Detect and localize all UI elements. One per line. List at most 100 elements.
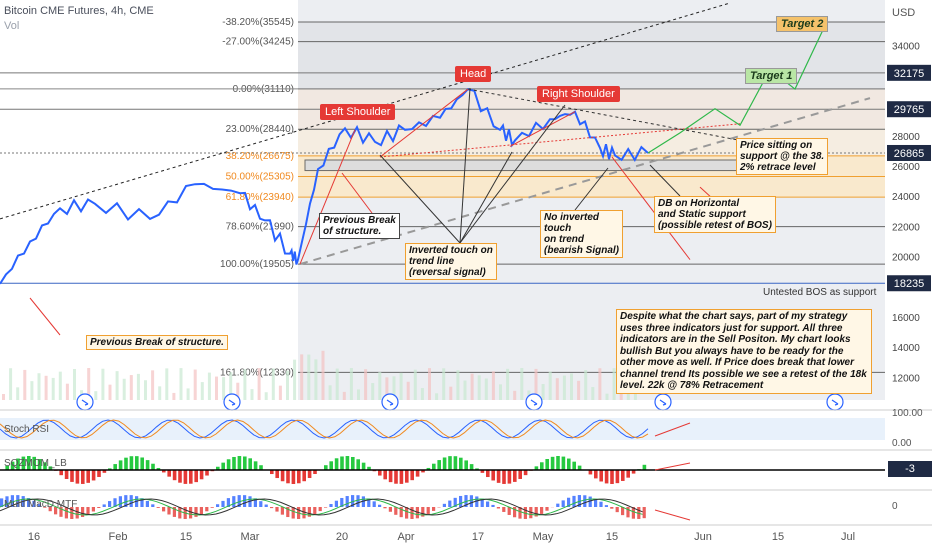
price-tick-label: 14000 xyxy=(892,343,920,354)
macd-bar xyxy=(334,500,338,507)
volume-bar xyxy=(357,389,360,400)
sqzmom-bar xyxy=(243,456,247,470)
annotation-line: (reversal signal) xyxy=(409,267,486,278)
sqzmom-bar xyxy=(442,457,447,470)
macd-bar xyxy=(151,504,155,507)
sqzmom-bar xyxy=(588,470,593,475)
volume-bar xyxy=(179,368,183,400)
macd-bar xyxy=(129,495,133,507)
sqzmom-bar xyxy=(199,470,204,480)
macd-bar xyxy=(448,500,452,507)
annotation-no-inverted: No inverted touch on trend (bearish Sign… xyxy=(540,210,624,258)
sqzmom-bar xyxy=(513,470,517,482)
volume-bar xyxy=(30,381,34,400)
sqzmom-bar xyxy=(480,470,485,473)
price-tag-bg xyxy=(887,101,931,118)
macd-bar xyxy=(534,507,538,517)
sqzmom-bar xyxy=(194,470,198,483)
volume-bar xyxy=(491,371,495,400)
chart-legend: Bitcoin CME Futures, 4h, CME Vol xyxy=(4,4,154,34)
macd-bar xyxy=(270,507,274,509)
sqzmom-bar xyxy=(545,458,549,470)
sqzmom-bar xyxy=(43,462,47,470)
macd-bar xyxy=(108,501,112,507)
volume-bar xyxy=(477,375,481,400)
sqzmom-bar xyxy=(604,470,609,484)
x-tick-label: 15 xyxy=(772,531,784,543)
macd-bar xyxy=(540,507,544,514)
volume-bar xyxy=(58,371,62,400)
volume-bar xyxy=(37,373,41,400)
sqzmom-bar xyxy=(172,470,177,481)
sqzmom-bar xyxy=(280,470,285,482)
macd-bar xyxy=(572,495,576,507)
macd-bar xyxy=(226,498,230,507)
macd-bar xyxy=(54,507,58,515)
macd-bar xyxy=(356,495,360,507)
volume-bar xyxy=(129,375,133,400)
volume-bar xyxy=(548,371,552,400)
macd-bar xyxy=(102,504,106,507)
volume-bar xyxy=(158,386,162,400)
volume-bar xyxy=(271,368,275,400)
volume-bar xyxy=(136,373,140,400)
volume-bar xyxy=(115,371,119,400)
volume-bar xyxy=(577,380,581,400)
macd-bar xyxy=(513,507,517,518)
macd-bar xyxy=(318,507,322,512)
annotation-line: support @ the 38. xyxy=(740,151,825,162)
volume-bar xyxy=(172,392,176,400)
sqzmom-bar xyxy=(70,470,74,482)
macd-bar xyxy=(486,501,490,507)
sqzmom-bar xyxy=(324,465,328,470)
macd-bar xyxy=(599,501,603,507)
macd-bar xyxy=(91,507,95,512)
macd-bar xyxy=(459,495,463,507)
bullish-projection-line xyxy=(647,25,826,154)
sqzmom-bar xyxy=(86,470,90,483)
sqzmom-bar xyxy=(91,470,96,481)
sqzmom-bar xyxy=(48,466,53,470)
sqzmom-bar xyxy=(5,465,9,470)
macd-bar xyxy=(631,507,635,519)
volume-bar xyxy=(264,392,268,400)
annotation-db-support: DB on Horizontal and Static support (pos… xyxy=(654,196,776,233)
annotation-line: 2% retrace level xyxy=(740,162,816,173)
sqzmom-bar xyxy=(140,457,144,470)
macd-bar xyxy=(10,495,14,507)
macd-bar xyxy=(475,496,479,507)
volume-bar xyxy=(278,385,282,400)
annotation-line: No inverted xyxy=(544,212,600,223)
volume-bar xyxy=(456,370,460,400)
volume-bar xyxy=(165,368,169,400)
leg-line xyxy=(509,111,576,147)
annotation-price-support: Price sitting on support @ the 38. 2% re… xyxy=(736,138,829,175)
sqzmom-bar xyxy=(248,458,252,470)
sqzmom-bar xyxy=(394,470,398,484)
sqzmom-bar xyxy=(221,462,225,470)
macd-bar xyxy=(232,496,236,507)
annotation-inverted-touch: Inverted touch on trend line (reversal s… xyxy=(405,243,497,280)
macd-bar xyxy=(286,507,290,518)
annotation-line: Inverted touch on xyxy=(409,245,493,256)
macd-bar xyxy=(37,504,41,507)
sqzmom-bar xyxy=(453,456,458,470)
support-box xyxy=(304,159,746,172)
macd-bar xyxy=(415,507,419,519)
macd-bar xyxy=(491,504,495,507)
sqzmom-bar xyxy=(631,470,636,474)
macd-bar xyxy=(86,507,90,515)
volume-bar xyxy=(207,372,211,400)
volume-bar xyxy=(328,385,332,400)
sqzmom-bar xyxy=(615,470,620,484)
annotation-connector xyxy=(459,151,513,244)
sqzmom-bar xyxy=(162,470,166,473)
macd-bar xyxy=(361,496,365,507)
annotation-line: Previous Break xyxy=(323,215,396,226)
annotation-connector xyxy=(29,297,61,336)
volume-bar xyxy=(428,368,431,400)
projection-line-down xyxy=(611,156,691,260)
macd-bar xyxy=(426,507,430,515)
volume-bar xyxy=(87,368,91,400)
volume-bar xyxy=(598,368,602,400)
